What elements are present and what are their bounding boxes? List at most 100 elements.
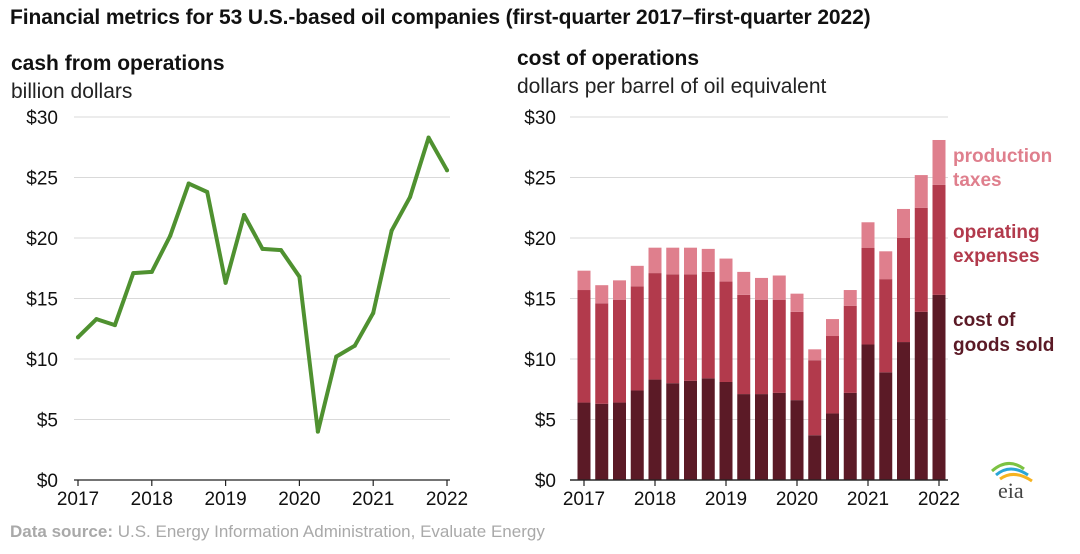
bar-operating-expenses — [932, 184, 946, 295]
cost-chart-title: cost of operations — [517, 47, 700, 70]
bar-production-taxes — [897, 208, 910, 238]
cash-data-point — [426, 135, 431, 140]
cash-chart-subtitle: billion dollars — [11, 80, 133, 103]
bar-operating-expenses — [808, 360, 822, 436]
bar-cost-of-goods-sold — [914, 311, 928, 480]
cost-x-tick-label: 2017 — [563, 489, 605, 510]
cost-y-tick-label: $25 — [524, 169, 556, 190]
cost-y-tick-label: $15 — [524, 290, 556, 311]
bar-operating-expenses — [577, 290, 591, 403]
bar-production-taxes — [684, 247, 697, 275]
bar-production-taxes — [755, 277, 768, 300]
eia-logo-text: eia — [998, 478, 1024, 503]
cash-data-point — [242, 213, 247, 218]
bar-cost-of-goods-sold — [630, 390, 644, 480]
bar-cost-of-goods-sold — [648, 379, 662, 480]
bar-operating-expenses — [826, 336, 839, 414]
cash-x-tick-label: 2018 — [131, 489, 173, 510]
bar-production-taxes — [595, 285, 609, 304]
source-text: U.S. Energy Information Administration, … — [117, 522, 545, 541]
bar-cost-of-goods-sold — [737, 394, 751, 480]
cost-y-tick-label: $20 — [524, 229, 556, 250]
cash-y-tick-label: $15 — [26, 290, 58, 311]
eia-logo-icon — [991, 462, 1033, 483]
source-label: Data source: — [10, 522, 113, 541]
bar-operating-expenses — [790, 311, 804, 401]
cash-y-tick-label: $30 — [26, 108, 58, 129]
cash-data-point — [131, 271, 136, 276]
cost-y-tick-label: $0 — [535, 471, 556, 492]
cash-data-point — [94, 317, 99, 322]
bar-production-taxes — [666, 247, 680, 275]
cash-chart-title: cash from operations — [11, 52, 225, 75]
bar-cost-of-goods-sold — [808, 435, 822, 480]
cost-bar-chart: $30 $25 $20 $15 $10 $5 $0 2017 2018 2019 2020 2021 2… — [524, 108, 1054, 510]
bar-production-taxes — [843, 290, 857, 306]
cash-data-point — [297, 274, 302, 279]
bar-cost-of-goods-sold — [932, 294, 946, 480]
data-source: Data source: U.S. Energy Information Adm… — [10, 522, 545, 542]
cash-x-tick-label: 2021 — [352, 489, 394, 510]
bar-cost-of-goods-sold — [613, 402, 626, 480]
bar-operating-expenses — [897, 238, 910, 343]
cash-data-point — [315, 429, 320, 434]
bar-operating-expenses — [719, 281, 733, 382]
bar-cost-of-goods-sold — [595, 403, 609, 480]
bar-production-taxes — [790, 293, 804, 312]
legend-label-production-taxes: taxes — [953, 170, 1002, 191]
bar-cost-of-goods-sold — [577, 402, 591, 480]
legend-label-cost-of-goods-sold: goods sold — [953, 335, 1054, 356]
bar-production-taxes — [630, 265, 644, 287]
cash-data-point — [149, 269, 154, 274]
bar-production-taxes — [861, 222, 875, 248]
cash-x-tick-label: 2020 — [278, 489, 320, 510]
bar-production-taxes — [613, 280, 626, 300]
cash-data-point — [186, 181, 191, 186]
cash-data-point — [408, 194, 413, 199]
cash-data-point — [445, 168, 449, 173]
bar-cost-of-goods-sold — [755, 394, 768, 480]
bar-operating-expenses — [666, 274, 680, 384]
bar-cost-of-goods-sold — [772, 392, 786, 480]
legend-label-production-taxes: production — [953, 146, 1052, 167]
cost-x-tick-label: 2018 — [634, 489, 676, 510]
bar-operating-expenses — [595, 303, 609, 404]
bar-production-taxes — [737, 271, 751, 295]
cash-series-line — [76, 135, 449, 434]
chart-title: Financial metrics for 53 U.S.-based oil … — [10, 6, 871, 29]
bar-production-taxes — [648, 247, 662, 274]
cash-data-point — [112, 323, 117, 328]
bar-operating-expenses — [648, 273, 662, 380]
bar-operating-expenses — [755, 299, 768, 395]
cost-y-tick-label: $10 — [524, 350, 556, 371]
bar-cost-of-goods-sold — [861, 344, 875, 480]
bar-production-taxes — [701, 248, 715, 272]
bar-cost-of-goods-sold — [897, 342, 910, 480]
bar-production-taxes — [719, 258, 733, 282]
cost-x-tick-label: 2019 — [705, 489, 747, 510]
cash-y-tick-label: $0 — [37, 471, 58, 492]
bar-production-taxes — [577, 270, 591, 291]
bar-production-taxes — [914, 175, 928, 208]
cash-data-point — [371, 311, 376, 316]
bar-operating-expenses — [613, 299, 626, 403]
cash-data-point — [352, 343, 357, 348]
cash-data-point — [168, 233, 173, 238]
bar-operating-expenses — [772, 299, 786, 393]
cash-y-tick-label: $10 — [26, 350, 58, 371]
bar-cost-of-goods-sold — [843, 392, 857, 480]
bar-operating-expenses — [737, 294, 751, 395]
bar-operating-expenses — [630, 286, 644, 391]
legend-label-operating-expenses: expenses — [953, 246, 1040, 267]
cost-y-tick-label: $5 — [535, 411, 556, 432]
bar-operating-expenses — [701, 271, 715, 379]
cost-y-tick-label: $30 — [524, 108, 556, 129]
cash-data-point — [334, 354, 339, 359]
bar-cost-of-goods-sold — [701, 378, 715, 480]
bar-cost-of-goods-sold — [684, 380, 697, 480]
bar-production-taxes — [826, 319, 839, 337]
cash-data-point — [223, 280, 228, 285]
cash-data-point — [205, 190, 210, 195]
